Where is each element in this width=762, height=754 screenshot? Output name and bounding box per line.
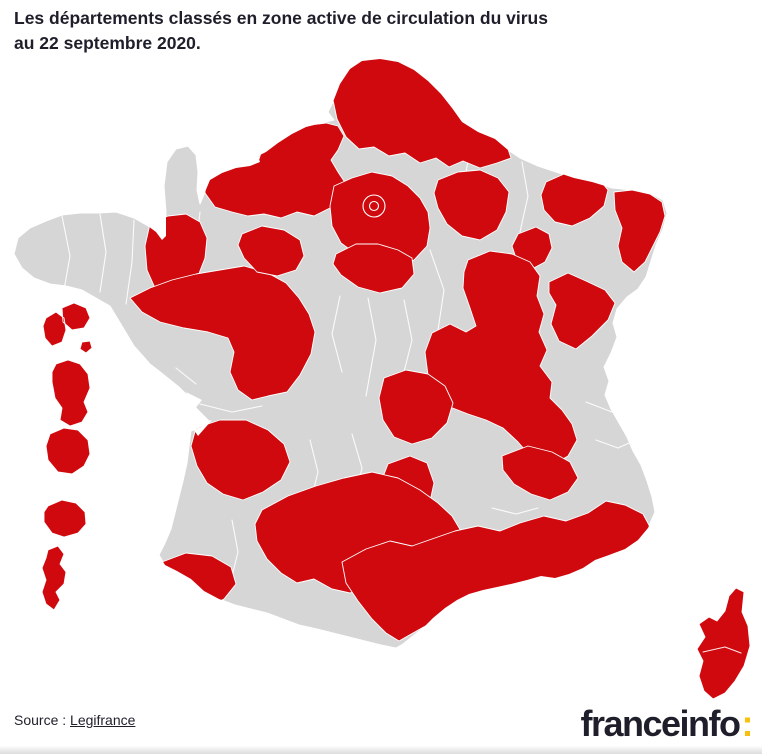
overseas-territories [41,302,93,611]
region-loire-valley-west [129,265,316,401]
franceinfo-logo: franceinfo: [580,703,754,745]
region-ile-de-france [329,171,431,268]
chart-title: Les départements classés en zone active … [14,6,734,57]
logo-text: franceinfo [580,703,741,744]
region-gironde [190,419,291,501]
region-mayotte [41,545,67,611]
region-normandy-coast [204,122,347,219]
corsica-group [696,587,751,700]
title-line-1: Les départements classés en zone active … [14,8,548,28]
region-marne [433,169,510,241]
charente-estuary [186,392,202,410]
region-martinique [51,359,91,427]
title-line-2: au 22 septembre 2020. [14,33,201,54]
region-loir-et-cher [237,225,305,277]
region-loiret [332,243,415,294]
paris-ring-outer [362,194,386,218]
region-guyane [45,427,91,475]
logo-colon: : [741,703,754,744]
bottom-edge-shadow [0,746,762,754]
source-link[interactable]: Legifrance [70,712,136,728]
paris-ring-inner [368,200,380,212]
region-doubs-jura [548,272,616,350]
region-guadeloupe [42,302,93,354]
region-bas-rhin [613,189,666,273]
active-zones-mainland [129,59,666,642]
source-caption: Source : Legifrance [14,712,135,728]
region-la-reunion [43,499,87,538]
corsica-border-line [702,646,742,654]
region-corse [696,587,751,700]
region-allier [378,369,454,445]
source-prefix: Source : [14,712,71,728]
region-hautes-alpes [501,445,579,501]
